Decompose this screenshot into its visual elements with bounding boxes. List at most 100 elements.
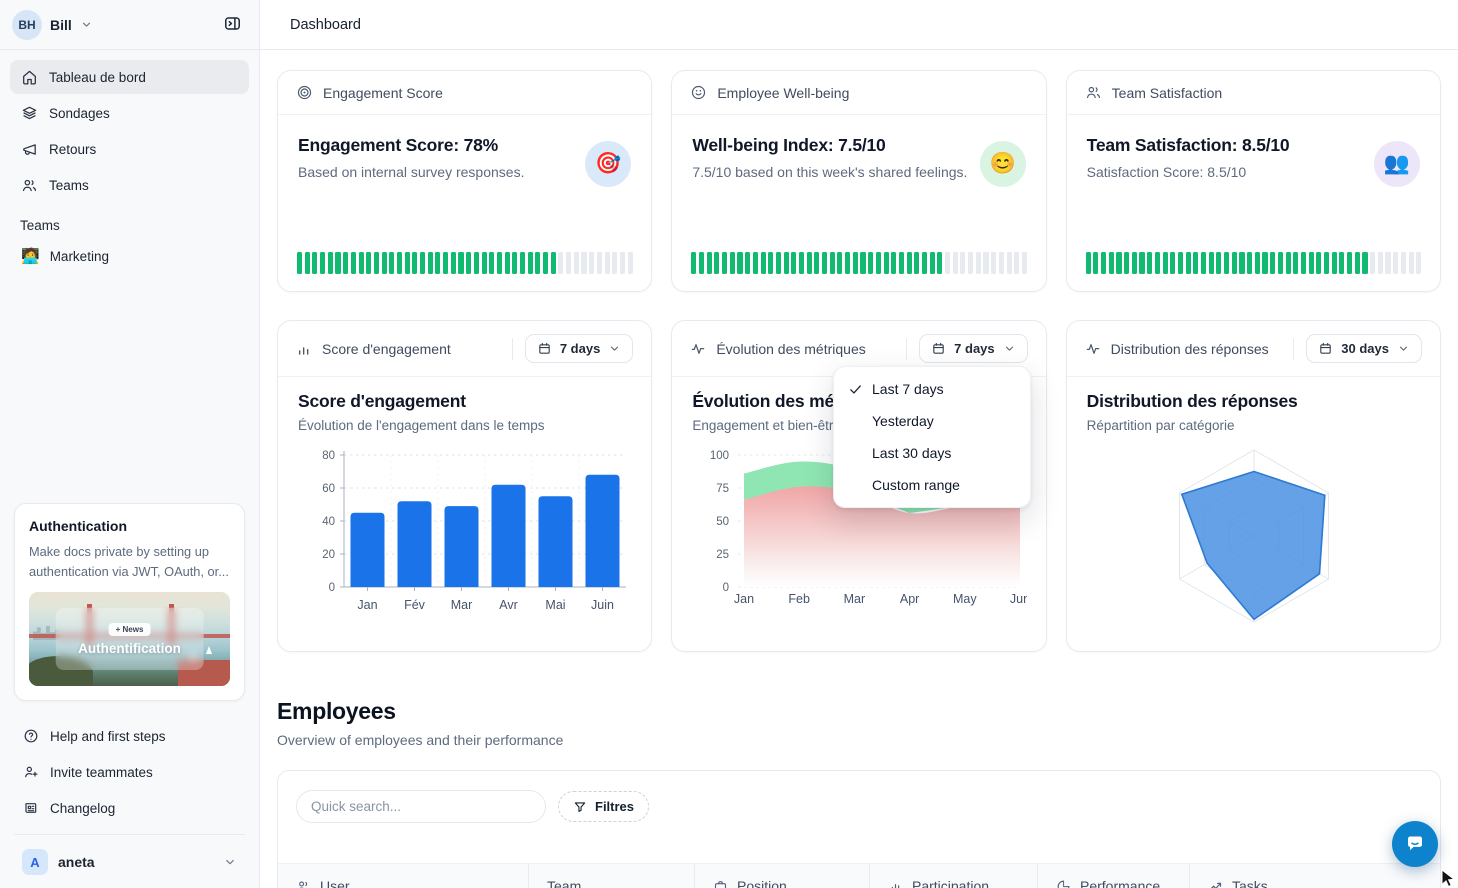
svg-text:Feb: Feb	[789, 592, 811, 606]
smile-icon	[690, 84, 707, 101]
sidebar-item-invite[interactable]: Invite teammates	[12, 755, 247, 789]
employees-subtitle: Overview of employees and their performa…	[277, 732, 564, 748]
progress-segment	[1231, 252, 1237, 274]
progress-segment	[358, 252, 364, 274]
column-header-tasks[interactable]: Tasks	[1189, 864, 1440, 888]
svg-text:0: 0	[723, 582, 729, 594]
progress-segment	[706, 252, 712, 274]
date-range-label: 30 days	[1341, 341, 1389, 356]
menu-item-last-7-days[interactable]: Last 7 days	[834, 373, 1030, 405]
menu-item-yesterday[interactable]: Yesterday	[834, 405, 1030, 437]
promo-image-caption: Authentification	[78, 640, 181, 656]
table-toolbar: Filtres	[278, 771, 1440, 842]
progress-segment	[389, 252, 395, 274]
column-header-position[interactable]: Position	[694, 864, 869, 888]
svg-text:80: 80	[322, 450, 335, 462]
target-emoji-badge: 🎯	[585, 141, 632, 187]
stat-subtitle: Satisfaction Score: 8.5/10	[1086, 164, 1247, 180]
progress-segment	[1385, 252, 1391, 274]
chart-card-engagement-score: Score d'engagement 7 days Score d'engage…	[277, 320, 653, 652]
progress-segment	[814, 252, 820, 274]
search-input[interactable]	[296, 790, 546, 823]
panel-collapse-icon	[223, 14, 242, 36]
date-range-button[interactable]: 30 days	[1306, 334, 1422, 363]
progress-segment	[1170, 252, 1176, 274]
chat-bubble-icon	[1403, 831, 1427, 858]
column-header-user[interactable]: User	[278, 864, 528, 888]
sidebar-item-label: Teams	[49, 177, 89, 193]
progress-segment	[1085, 252, 1091, 274]
menu-item-last-30-days[interactable]: Last 30 days	[834, 437, 1030, 469]
svg-text:60: 60	[322, 483, 335, 495]
sidebar-item-tableau-de-bord[interactable]: Tableau de bord	[10, 60, 249, 94]
menu-item-label: Last 30 days	[872, 445, 952, 461]
progress-segment	[929, 252, 935, 274]
sidebar-footer: Help and first steps Invite teammates Ch…	[0, 713, 259, 888]
menu-item-label: Last 7 days	[872, 381, 944, 397]
progress-segment	[481, 252, 487, 274]
page-title: Dashboard	[290, 16, 361, 33]
progress-segment	[496, 252, 502, 274]
column-label: Participation	[912, 878, 990, 888]
progress-segment	[396, 252, 403, 274]
stat-value: Engagement Score: 78%	[298, 135, 499, 155]
progress-segment	[435, 252, 441, 274]
sidebar-collapse-button[interactable]	[217, 10, 247, 40]
progress-segment	[729, 252, 735, 274]
sidebar-item-marketing[interactable]: 🧑‍💻 Marketing	[0, 239, 259, 273]
sidebar-item-sondages[interactable]: Sondages	[10, 96, 249, 130]
progress-segment	[589, 252, 595, 274]
svg-text:Mar: Mar	[844, 592, 866, 606]
users-icon	[21, 177, 38, 194]
sidebar-item-teams[interactable]: Teams	[10, 168, 249, 202]
account-avatar: A	[22, 849, 48, 875]
sidebar-item-help[interactable]: Help and first steps	[12, 719, 247, 753]
chart-card-body: Distribution des réponses Répartition pa…	[1067, 377, 1440, 651]
progress-segment	[875, 252, 881, 274]
progress-segment	[829, 252, 835, 274]
column-header-performance[interactable]: Performance	[1037, 864, 1189, 888]
progress-segment	[1131, 252, 1137, 274]
progress-segment	[566, 252, 572, 274]
progress-segment	[366, 252, 372, 274]
workspace-switcher[interactable]: BH Bill	[0, 0, 259, 50]
column-header-team[interactable]: Team	[528, 864, 694, 888]
filters-label: Filtres	[595, 799, 635, 814]
progress-segment	[1262, 252, 1268, 274]
promo-image-golden-gate[interactable]: + News Authentification	[29, 592, 230, 686]
progress-segment	[822, 252, 828, 274]
news-badge: + News	[108, 622, 151, 636]
users-icon	[1085, 84, 1102, 101]
progress-segment	[458, 252, 464, 274]
progress-segment	[960, 252, 966, 274]
column-header-participation[interactable]: Participation	[869, 864, 1037, 888]
chat-widget-button[interactable]	[1392, 821, 1438, 867]
stat-card-body: Well-being Index: 7.5/10 7.5/10 based on…	[672, 115, 1045, 291]
progress-segment	[543, 252, 549, 274]
account-menu[interactable]: A aneta	[12, 844, 247, 888]
briefcase-icon	[713, 879, 728, 888]
svg-text:40: 40	[322, 516, 335, 528]
progress-segment	[1316, 252, 1322, 274]
date-range-button[interactable]: 7 days	[919, 334, 1028, 363]
sidebar-spacer	[0, 273, 259, 491]
progress-segment	[519, 252, 526, 274]
megaphone-icon	[21, 141, 38, 158]
stat-card-header-label: Engagement Score	[323, 84, 443, 101]
progress-segment	[312, 252, 318, 274]
sidebar-item-retours[interactable]: Retours	[10, 132, 249, 166]
svg-text:Juin: Juin	[591, 598, 614, 612]
progress-segment	[304, 252, 310, 274]
date-range-button[interactable]: 7 days	[524, 334, 634, 363]
progress-segment	[1247, 252, 1253, 274]
stat-cards-row: Engagement Score Engagement Score: 78% B…	[277, 70, 1441, 292]
menu-item-custom-range[interactable]: Custom range	[834, 469, 1030, 501]
filters-button[interactable]: Filtres	[558, 791, 650, 822]
svg-text:Jun: Jun	[1010, 592, 1027, 606]
progress-segment	[791, 252, 797, 274]
svg-text:50: 50	[717, 516, 730, 528]
progress-segment	[327, 252, 333, 274]
promo-card-authentication[interactable]: Authentication Make docs private by sett…	[14, 503, 245, 701]
sidebar-item-changelog[interactable]: Changelog	[12, 791, 247, 825]
stat-card-satisfaction: Team Satisfaction Team Satisfaction: 8.5…	[1065, 70, 1441, 292]
